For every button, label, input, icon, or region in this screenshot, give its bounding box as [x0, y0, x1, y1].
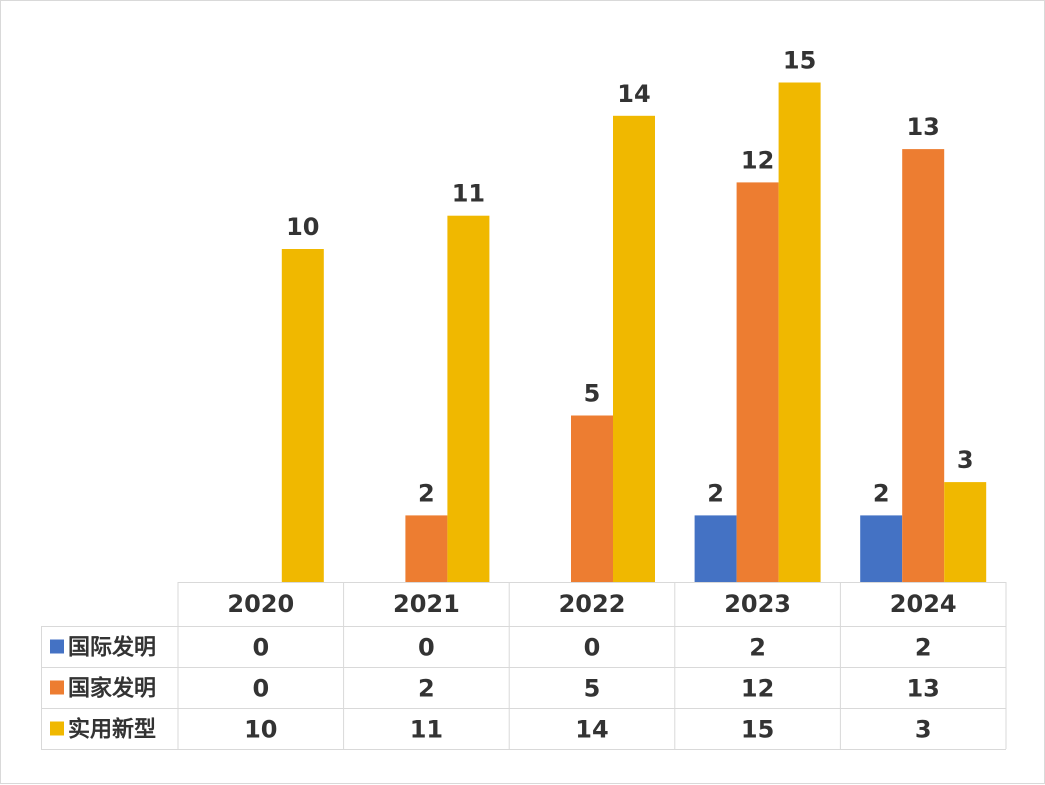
- table-cell-2-2023: 15: [741, 716, 774, 744]
- data-label-2024-1: 13: [906, 113, 939, 141]
- legend-label-2: 实用新型: [68, 717, 156, 743]
- bar-2022-1: [571, 415, 613, 582]
- legend-swatch-2: [50, 721, 64, 736]
- table-cell-0-2023: 2: [749, 634, 766, 662]
- data-label-2023-2: 15: [783, 47, 816, 75]
- legend-label-0: 国际发明: [68, 635, 156, 661]
- table-cell-0-2021: 0: [418, 634, 435, 662]
- bar-2024-2: [944, 482, 987, 582]
- bar-2024-1: [902, 149, 945, 582]
- table-header-2020: 2020: [227, 590, 294, 618]
- bar-2021-1: [405, 515, 448, 582]
- bar-2023-1: [736, 182, 779, 582]
- table-cell-1-2022: 5: [584, 675, 601, 703]
- data-label-2021-2: 11: [452, 180, 485, 208]
- legend-label-1: 国家发明: [68, 676, 156, 702]
- bars-group: [281, 82, 987, 583]
- data-label-2024-2: 3: [957, 446, 974, 474]
- table-cell-1-2024: 13: [906, 675, 939, 703]
- data-table: 2020 2021 2022 2023 2024 国际发明 0 0 0 2 2 国家发明 0 2 5 12 13…: [41, 582, 1007, 750]
- data-label-2020-2: 10: [286, 213, 319, 241]
- data-label-2022-2: 14: [617, 80, 650, 108]
- data-label-2023-0: 2: [707, 479, 724, 507]
- data-label-2024-0: 2: [873, 479, 890, 507]
- table-header-2024: 2024: [890, 590, 957, 618]
- table-cell-0-2020: 0: [252, 634, 269, 662]
- data-label-2022-1: 5: [584, 380, 601, 408]
- table-cell-2-2022: 14: [575, 716, 608, 744]
- table-header-2023: 2023: [724, 590, 791, 618]
- legend-swatch-1: [50, 680, 64, 695]
- data-label-2023-1: 12: [741, 146, 774, 174]
- data-labels-group: 10 2 11 5 14 2 12 15 2 13 3: [286, 47, 973, 508]
- legend-swatch-0: [50, 639, 64, 654]
- table-cell-0-2024: 2: [915, 634, 932, 662]
- table-cell-2-2020: 10: [244, 716, 277, 744]
- table-header-2021: 2021: [393, 590, 460, 618]
- table-cell-1-2020: 0: [252, 675, 269, 703]
- table-cell-0-2022: 0: [584, 634, 601, 662]
- table-cell-2-2024: 3: [915, 716, 932, 744]
- bar-2021-2: [447, 215, 490, 582]
- bar-2023-0: [694, 515, 737, 582]
- table-header-2022: 2022: [559, 590, 626, 618]
- table-cell-1-2021: 2: [418, 675, 435, 703]
- table-cell-1-2023: 12: [741, 675, 774, 703]
- data-label-2021-1: 2: [418, 479, 435, 507]
- bar-2022-2: [613, 115, 655, 583]
- bar-2024-0: [860, 515, 903, 582]
- table-cell-2-2021: 11: [410, 716, 443, 744]
- bar-2023-2: [778, 82, 821, 582]
- bar-2020-2: [281, 249, 324, 582]
